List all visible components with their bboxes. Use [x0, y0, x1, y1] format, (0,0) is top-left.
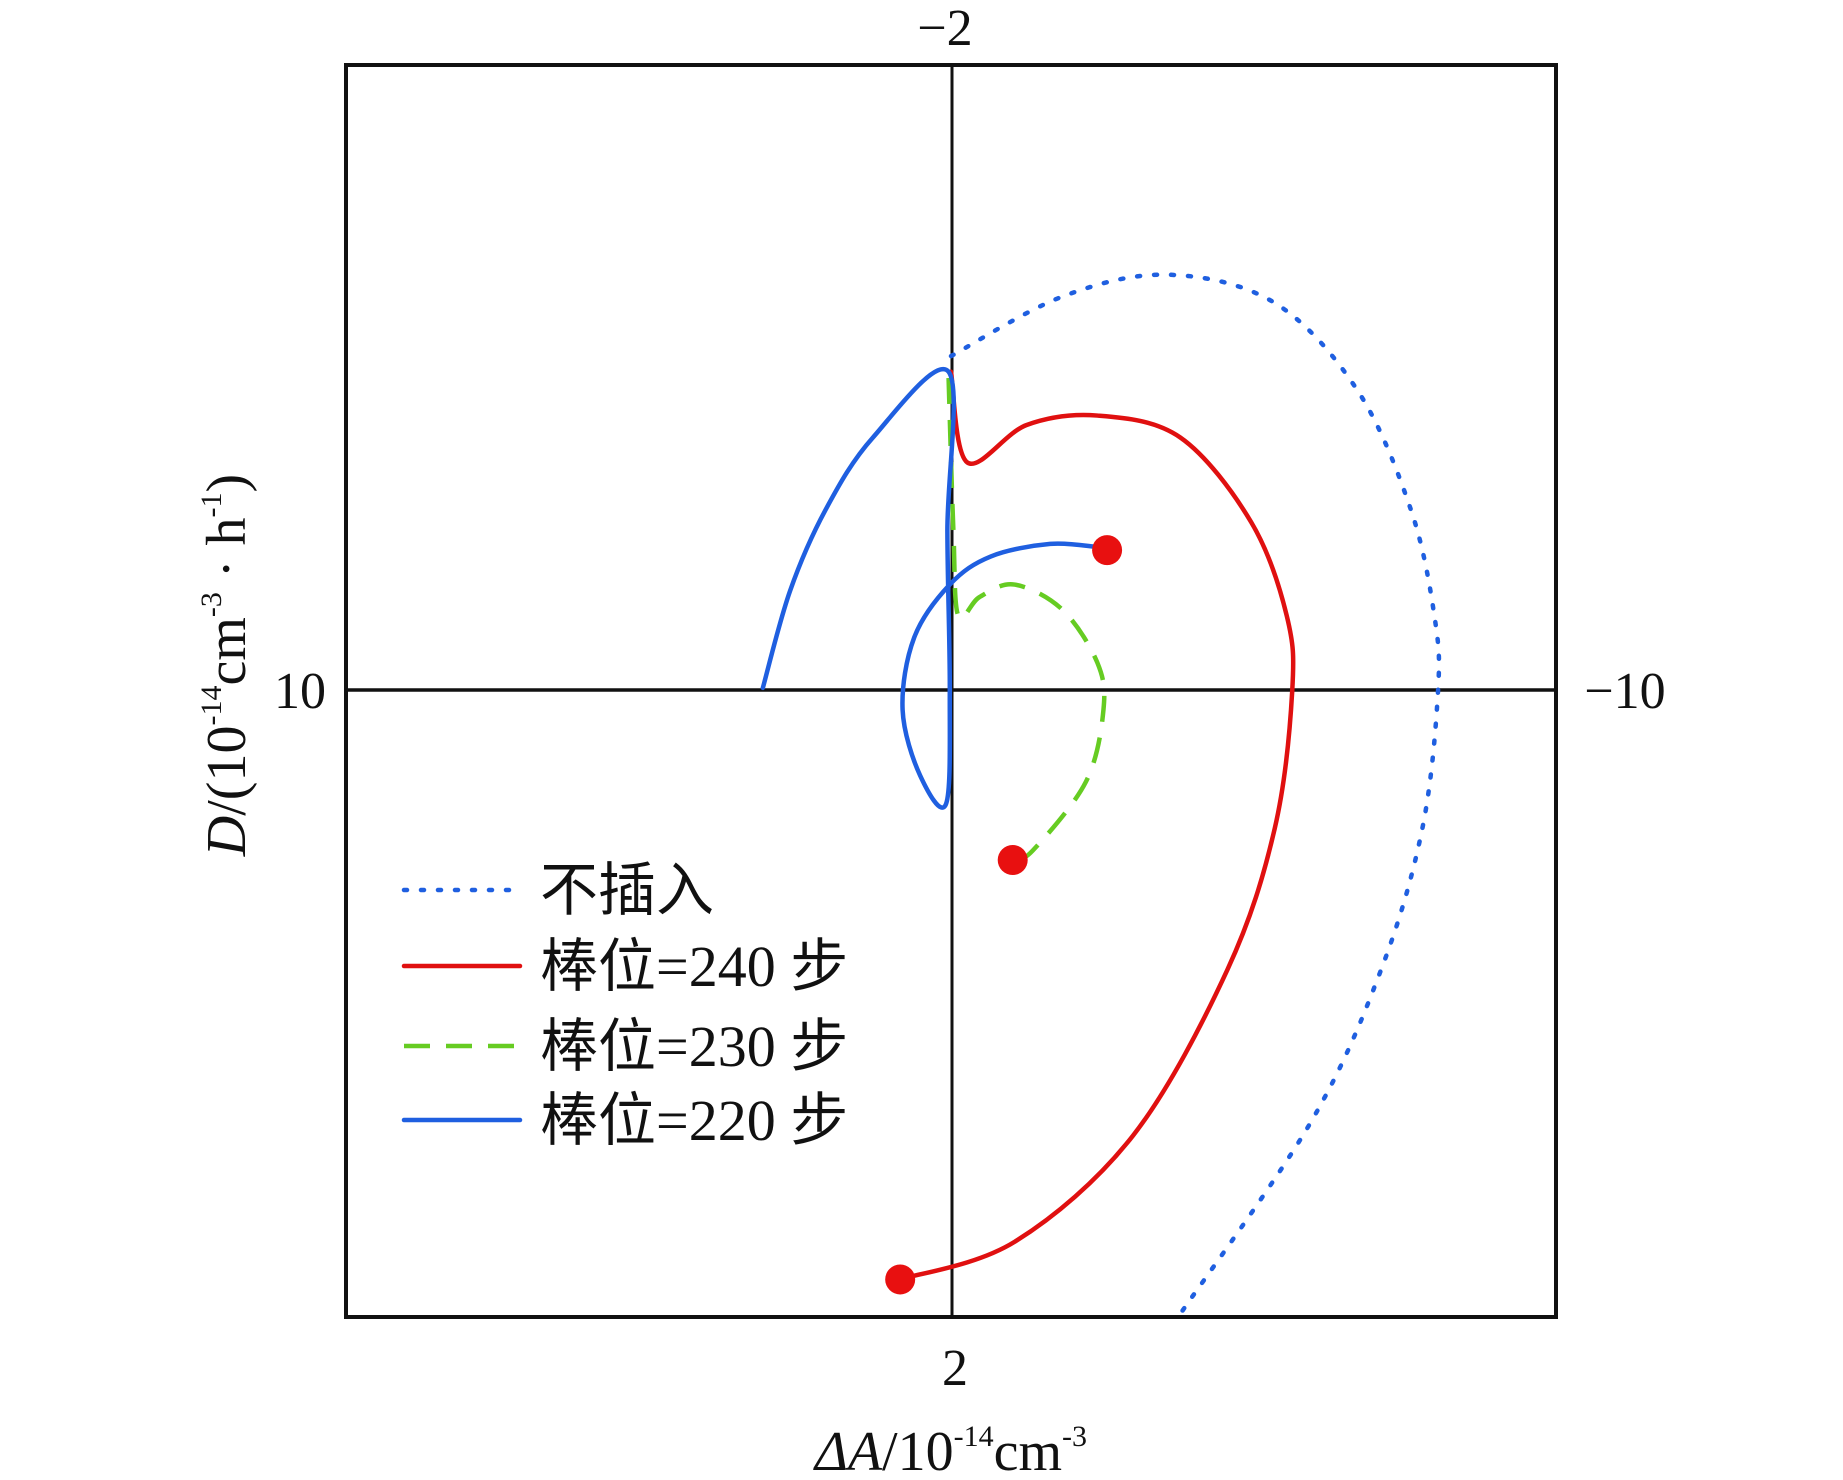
y-axis-label: D/(10-14cm-3 · h-1) [195, 474, 258, 857]
series-line-0 [948, 272, 1442, 1317]
legend-label-3: 棒位=220 步 [540, 1088, 848, 1153]
legend-label-1: 棒位=240 步 [540, 934, 848, 999]
end-marker-3 [1092, 535, 1123, 566]
end-marker-2 [997, 845, 1028, 876]
series-layer [760, 272, 1442, 1317]
tick-label-left: 10 [274, 663, 326, 720]
tick-label-bottom: 2 [942, 1340, 968, 1397]
tick-label-right: −10 [1584, 663, 1665, 720]
end-marker-1 [885, 1264, 916, 1295]
legend-label-0: 不插入 [540, 858, 714, 923]
series-line-2 [946, 377, 1107, 863]
tick-label-top: −2 [917, 0, 972, 57]
legend-label-2: 棒位=230 步 [540, 1014, 848, 1079]
series-line-1 [897, 369, 1296, 1282]
series-line-3 [760, 367, 1100, 810]
x-axis-label: ΔA/10-14cm-3 [813, 1420, 1087, 1480]
